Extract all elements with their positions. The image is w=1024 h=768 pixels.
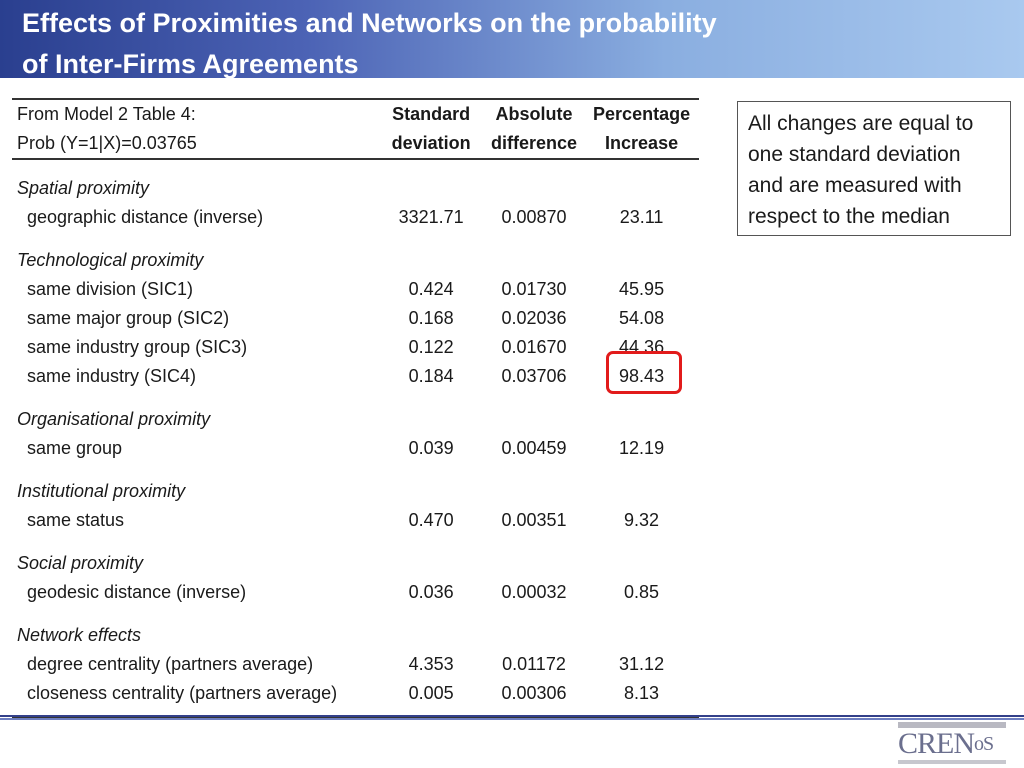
row-percentage-increase: 12.19: [619, 438, 665, 458]
section-heading-row: Institutional proximity: [12, 463, 699, 506]
row-absolute-difference: 0.02036: [501, 308, 567, 328]
header-model-ref: From Model 2 Table 4:: [12, 98, 379, 129]
row-label: same group: [27, 438, 123, 458]
footer-separator-line: [0, 715, 1024, 717]
table-row: geographic distance (inverse) 3321.71 0.…: [12, 203, 699, 232]
row-absolute-difference: 0.00870: [501, 207, 567, 227]
logo-text-main: CREN: [898, 727, 975, 760]
row-absolute-difference: 0.00032: [501, 582, 567, 602]
row-standard-deviation: 0.005: [378, 679, 484, 718]
table-row: degree centrality (partners average) 4.3…: [12, 650, 699, 679]
highlighted-value-text: 98.43: [619, 366, 665, 386]
row-standard-deviation: 0.122: [408, 337, 454, 357]
section-heading-row: Social proximity: [12, 535, 699, 578]
section-heading: Technological proximity: [17, 250, 204, 270]
row-standard-deviation: 0.184: [408, 366, 454, 386]
row-label: closeness centrality (partners average): [12, 679, 379, 718]
red-highlight-box: [606, 351, 683, 394]
header-col-abs-bottom: difference: [483, 129, 585, 160]
table-row: same group 0.039 0.00459 12.19: [12, 434, 699, 463]
row-percentage-increase: 23.11: [619, 207, 664, 227]
table-row: closeness centrality (partners average) …: [12, 679, 699, 718]
section-heading-row: Network effects: [12, 607, 699, 650]
header-col-abs-top: Absolute: [483, 98, 585, 129]
row-standard-deviation: 0.039: [408, 438, 454, 458]
row-standard-deviation: 0.424: [408, 279, 454, 299]
row-label: same industry group (SIC3): [27, 337, 248, 357]
row-standard-deviation: 0.470: [408, 510, 454, 530]
row-label: geographic distance (inverse): [27, 207, 264, 227]
crenos-logo: CRENoS: [898, 722, 1006, 766]
slide-title: Effects of Proximities and Networks on t…: [22, 3, 842, 85]
section-heading: Social proximity: [17, 553, 144, 573]
section-heading: Spatial proximity: [17, 178, 150, 198]
row-label: geodesic distance (inverse): [27, 582, 247, 602]
table-header-row: From Model 2 Table 4: Standard Absolute …: [12, 98, 699, 129]
row-absolute-difference: 0.03706: [501, 366, 567, 386]
logo-bottom-band: [898, 760, 1006, 764]
table-row: same major group (SIC2) 0.168 0.02036 54…: [12, 304, 699, 333]
table-row: geodesic distance (inverse) 0.036 0.0003…: [12, 578, 699, 607]
section-heading: Organisational proximity: [17, 409, 211, 429]
section-heading-row: Spatial proximity: [12, 159, 699, 203]
slide-title-line-2: of Inter-Firms Agreements: [22, 49, 359, 79]
header-col-sd-top: Standard: [378, 98, 484, 129]
row-label: same division (SIC1): [27, 279, 194, 299]
table-row: same division (SIC1) 0.424 0.01730 45.95: [12, 275, 699, 304]
highlighted-value: 98.43: [606, 351, 683, 394]
row-absolute-difference: 0.01670: [501, 337, 567, 357]
slide-title-line-1: Effects of Proximities and Networks on t…: [22, 8, 717, 38]
footer-separator: [0, 715, 1024, 721]
row-standard-deviation: 0.036: [408, 582, 454, 602]
row-absolute-difference: 0.00459: [501, 438, 567, 458]
row-label: degree centrality (partners average): [27, 654, 314, 674]
header-col-pct-bottom: Increase: [584, 129, 699, 160]
note-box: All changes are equal to one standard de…: [737, 101, 1011, 236]
row-percentage-increase-highlighted: 98.43: [584, 351, 699, 394]
row-percentage-increase: 9.32: [624, 510, 660, 530]
row-percentage-increase: 0.85: [624, 582, 660, 602]
table-row: same status 0.470 0.00351 9.32: [12, 506, 699, 535]
table-row: same industry (SIC4) 0.184 0.03706 98.43: [12, 351, 699, 394]
logo-top-band: [898, 722, 1006, 728]
logo-wordmark: CRENoS: [898, 727, 1006, 760]
section-heading-row: Technological proximity: [12, 232, 699, 275]
row-absolute-difference: 0.00306: [483, 679, 585, 718]
row-standard-deviation: 4.353: [408, 654, 454, 674]
footer-separator-line: [0, 718, 1024, 720]
row-standard-deviation: 3321.71: [398, 207, 464, 227]
row-standard-deviation: 0.168: [408, 308, 454, 328]
table-header-row: Prob (Y=1|X)=0.03765 deviation differenc…: [12, 129, 699, 160]
row-label: same industry (SIC4): [27, 366, 197, 386]
row-percentage-increase: 8.13: [584, 679, 699, 718]
row-label: same status: [27, 510, 125, 530]
table-row: same industry group (SIC3) 0.122 0.01670…: [12, 333, 699, 362]
header-probability: Prob (Y=1|X)=0.03765: [12, 129, 379, 160]
row-percentage-increase: 45.95: [619, 279, 665, 299]
header-col-pct-top: Percentage: [584, 98, 699, 129]
title-bar: Effects of Proximities and Networks on t…: [0, 0, 1024, 79]
row-absolute-difference: 0.00351: [501, 510, 567, 530]
results-table: From Model 2 Table 4: Standard Absolute …: [12, 98, 699, 718]
row-percentage-increase: 54.08: [619, 308, 665, 328]
section-heading: Network effects: [17, 625, 142, 645]
row-label: same major group (SIC2): [27, 308, 230, 328]
logo-text-small: oS: [974, 733, 994, 755]
section-heading: Institutional proximity: [17, 481, 186, 501]
row-absolute-difference: 0.01172: [502, 654, 566, 674]
row-percentage-increase: 31.12: [619, 654, 665, 674]
section-heading-row: Organisational proximity: [12, 391, 699, 434]
header-col-sd-bottom: deviation: [378, 129, 484, 160]
row-absolute-difference: 0.01730: [501, 279, 567, 299]
